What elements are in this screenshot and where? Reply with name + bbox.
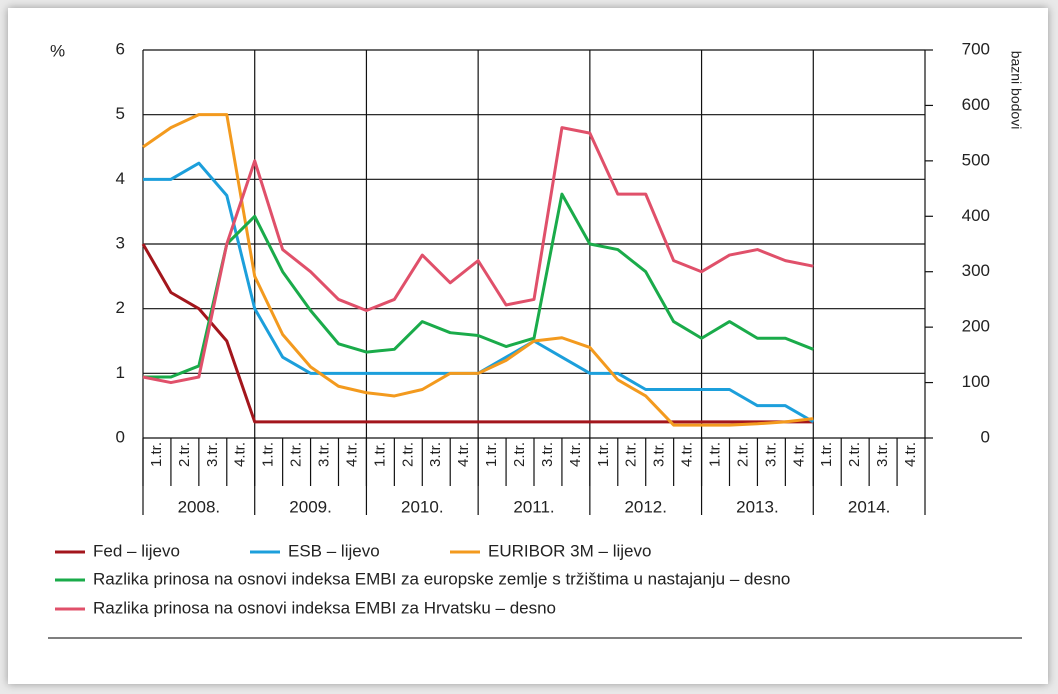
x-tick-label: 2.tr.: [176, 442, 193, 467]
legend-label: Fed – lijevo: [93, 541, 180, 560]
x-tick-label: 3.tr.: [204, 442, 221, 467]
legend-label: Razlika prinosa na osnovi indeksa EMBI z…: [93, 569, 790, 588]
y2-tick-label: 500: [962, 150, 990, 169]
x-tick-label: 1.tr.: [148, 442, 165, 467]
y-tick-label: 3: [116, 233, 125, 252]
y2-axis-label: bazni bodovi: [1008, 51, 1024, 130]
series-line: [143, 192, 814, 379]
year-label: 2010.: [401, 497, 444, 516]
x-tick-label: 4.tr.: [679, 442, 696, 467]
y2-tick-label: 400: [962, 206, 990, 225]
y2-tick-label: 600: [962, 95, 990, 114]
y2-tick-label: 0: [981, 427, 990, 446]
x-tick-label: 1.tr.: [818, 442, 835, 467]
y-axis-label: %: [50, 41, 65, 60]
x-tick-label: 1.tr.: [371, 442, 388, 467]
legend-label: EURIBOR 3M – lijevo: [488, 541, 651, 560]
legend-label: ESB – lijevo: [288, 541, 380, 560]
year-label: 2014.: [848, 497, 891, 516]
y-tick-label: 6: [116, 39, 125, 58]
x-tick-label: 1.tr.: [707, 442, 724, 467]
x-tick-label: 2.tr.: [846, 442, 863, 467]
series-line: [141, 243, 814, 424]
x-tick-label: 1.tr.: [483, 442, 500, 467]
y-tick-label: 2: [116, 298, 125, 317]
y-tick-label: 4: [116, 169, 125, 188]
y2-tick-label: 200: [962, 317, 990, 336]
x-tick-label: 3.tr.: [427, 442, 444, 467]
year-label: 2009.: [289, 497, 332, 516]
x-tick-label: 4.tr.: [232, 442, 249, 467]
x-tick-label: 3.tr.: [651, 442, 668, 467]
x-tick-label: 3.tr.: [874, 442, 891, 467]
x-tick-label: 1.tr.: [260, 442, 277, 467]
x-tick-label: 2.tr.: [623, 442, 640, 467]
series-line: [142, 113, 814, 427]
x-tick-label: 4.tr.: [790, 442, 807, 467]
y-tick-label: 0: [116, 427, 125, 446]
x-tick-label: 4.tr.: [343, 442, 360, 467]
x-tick-label: 1.tr.: [595, 442, 612, 467]
x-tick-label: 3.tr.: [316, 442, 333, 467]
year-label: 2011.: [513, 497, 554, 516]
series-line: [142, 126, 814, 385]
x-tick-label: 4.tr.: [455, 442, 472, 467]
y2-tick-label: 100: [962, 372, 990, 391]
year-label: 2008.: [178, 497, 221, 516]
x-tick-label: 2.tr.: [399, 442, 416, 467]
x-tick-label: 4.tr.: [567, 442, 584, 467]
y2-tick-label: 300: [962, 261, 990, 280]
y2-tick-label: 700: [962, 39, 990, 58]
y-tick-label: 1: [116, 363, 125, 382]
x-tick-label: 3.tr.: [762, 442, 779, 467]
x-tick-label: 2.tr.: [288, 442, 305, 467]
year-label: 2013.: [736, 497, 779, 516]
x-tick-label: 2.tr.: [511, 442, 528, 467]
x-tick-label: 2.tr.: [734, 442, 751, 467]
x-tick-label: 3.tr.: [539, 442, 556, 467]
x-tick-label: 4.tr.: [902, 442, 919, 467]
legend-label: Razlika prinosa na osnovi indeksa EMBI z…: [93, 598, 556, 617]
y-tick-label: 5: [116, 104, 125, 123]
year-label: 2012.: [624, 497, 667, 516]
